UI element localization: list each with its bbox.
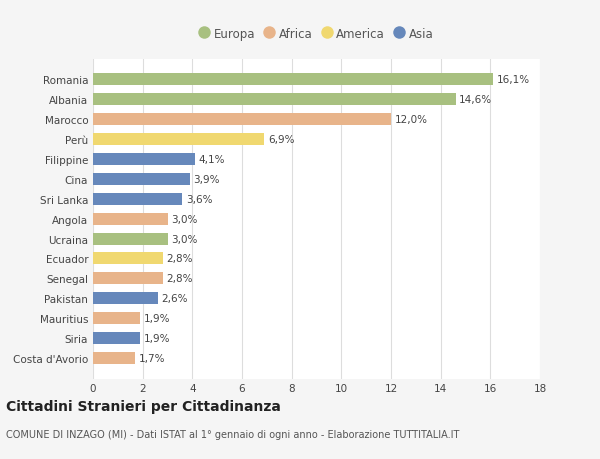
- Text: 3,9%: 3,9%: [194, 174, 220, 185]
- Bar: [93, 174, 190, 185]
- Text: 3,0%: 3,0%: [171, 234, 197, 244]
- Bar: [93, 134, 265, 146]
- Text: 16,1%: 16,1%: [497, 75, 530, 85]
- Text: 1,9%: 1,9%: [144, 333, 170, 343]
- Bar: [93, 293, 158, 305]
- Bar: [93, 253, 163, 265]
- Text: COMUNE DI INZAGO (MI) - Dati ISTAT al 1° gennaio di ogni anno - Elaborazione TUT: COMUNE DI INZAGO (MI) - Dati ISTAT al 1°…: [6, 429, 460, 439]
- Text: 2,8%: 2,8%: [166, 254, 193, 264]
- Legend: Europa, Africa, America, Asia: Europa, Africa, America, Asia: [196, 24, 437, 44]
- Text: 2,8%: 2,8%: [166, 274, 193, 284]
- Text: 3,0%: 3,0%: [171, 214, 197, 224]
- Text: 1,7%: 1,7%: [139, 353, 166, 363]
- Bar: [93, 114, 391, 126]
- Bar: [93, 352, 135, 364]
- Text: 14,6%: 14,6%: [459, 95, 493, 105]
- Bar: [93, 74, 493, 86]
- Bar: [93, 233, 167, 245]
- Text: 6,9%: 6,9%: [268, 135, 295, 145]
- Bar: [93, 94, 455, 106]
- Bar: [93, 273, 163, 285]
- Text: 4,1%: 4,1%: [199, 155, 225, 165]
- Text: 12,0%: 12,0%: [395, 115, 428, 125]
- Bar: [93, 193, 182, 205]
- Text: Cittadini Stranieri per Cittadinanza: Cittadini Stranieri per Cittadinanza: [6, 399, 281, 413]
- Bar: [93, 213, 167, 225]
- Bar: [93, 154, 195, 166]
- Text: 3,6%: 3,6%: [186, 194, 212, 204]
- Bar: [93, 332, 140, 344]
- Text: 2,6%: 2,6%: [161, 294, 188, 303]
- Bar: [93, 313, 140, 325]
- Text: 1,9%: 1,9%: [144, 313, 170, 324]
